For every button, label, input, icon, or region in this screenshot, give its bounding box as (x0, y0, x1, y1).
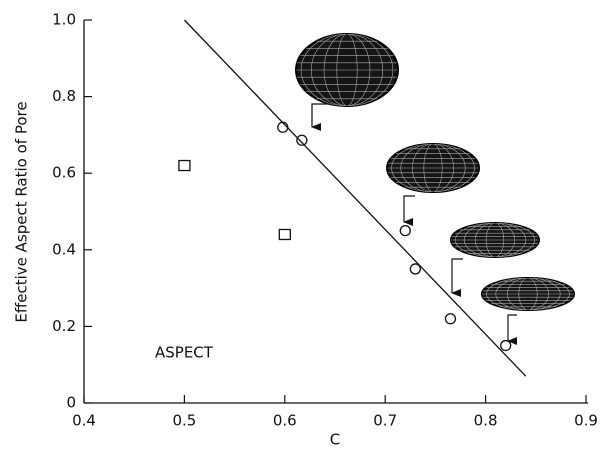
circle-point (409, 263, 421, 275)
y-tick-label: 0.8 (52, 87, 76, 105)
ellipsoid (482, 278, 574, 310)
x-tick-label: 0.8 (474, 412, 498, 430)
x-tick-label: 0.5 (172, 412, 196, 430)
y-tick-label: 0 (66, 394, 76, 412)
x-tick-label: 0.9 (574, 412, 598, 430)
fit-line (183, 19, 527, 377)
y-tick-label: 1.0 (52, 11, 76, 29)
ellipsoid (451, 223, 539, 257)
x-tick-label: 0.6 (273, 412, 297, 430)
arrow (403, 195, 415, 226)
x-tick-label: 0.7 (373, 412, 397, 430)
square-point (278, 228, 291, 241)
circle-point (399, 224, 411, 237)
x-tick-label: 0.4 (72, 412, 96, 430)
y-axis-label: Effective Aspect Ratio of Pore (13, 101, 31, 322)
circle-point (500, 339, 512, 352)
y-tick-label: 0.2 (52, 317, 76, 335)
arrow (507, 314, 517, 345)
y-tick-label: 0.6 (52, 164, 76, 182)
ellipsoid (387, 144, 479, 192)
square-point (178, 159, 191, 172)
y-tick-label: 0.4 (52, 240, 76, 258)
circle-point (296, 134, 308, 146)
arrow (311, 103, 330, 131)
ellipsoid (296, 34, 398, 106)
arrow (451, 258, 463, 297)
ellipsoid-icons (296, 34, 574, 341)
annotation: ASPECT (155, 344, 214, 362)
circle-point (444, 313, 457, 325)
x-axis-label: C (330, 431, 340, 449)
